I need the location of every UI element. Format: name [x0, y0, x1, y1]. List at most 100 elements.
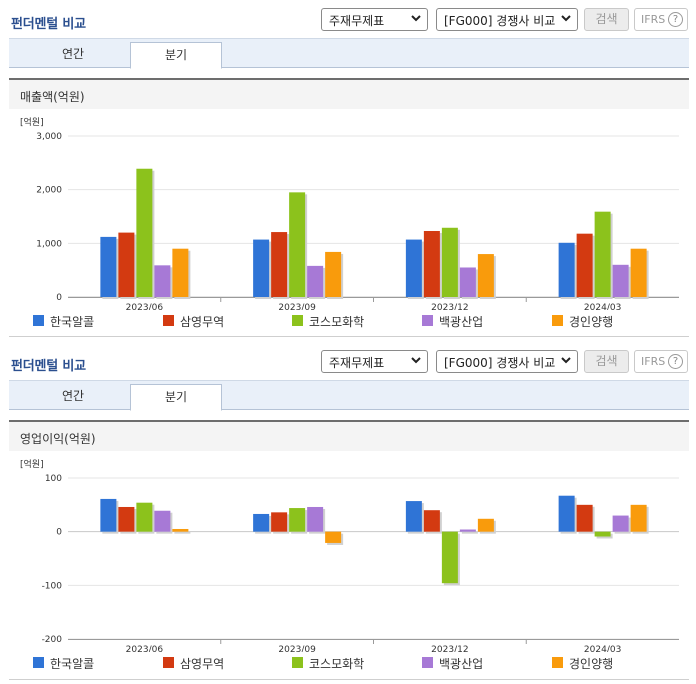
search-button[interactable]: 검색 [584, 350, 629, 373]
x-tick-label: 2023/09 [278, 303, 316, 310]
section-divider [9, 679, 689, 680]
legend-label: 백광산업 [439, 657, 484, 671]
y-tick-label: 2,000 [36, 186, 62, 196]
fundamental-compare-section-operating-profit: 펀더멘털 비교 주재무제표 [FG000] 경쟁사 비교 검색 IFRS ? 연… [0, 342, 696, 684]
bar-hanguk-alcohol-2023-09 [253, 513, 270, 532]
bar-cosmo-chem-2024-03 [594, 531, 611, 537]
legend-swatch [33, 657, 44, 668]
legend-label: 삼영무역 [180, 657, 225, 671]
y-tick-label: -100 [42, 581, 63, 591]
tab-quarterly[interactable]: 분기 [130, 384, 222, 411]
legend-label: 코스모화학 [309, 315, 365, 329]
y-tick-label: 0 [56, 293, 62, 303]
metric-header: 매출액(억원) [9, 78, 689, 109]
tab-annual[interactable]: 연간 [61, 389, 85, 403]
x-tick-label: 2023/09 [278, 645, 316, 652]
bar-samyoung-trading-2024-03 [576, 504, 593, 532]
legend-swatch [552, 657, 563, 668]
bar-kyungin-2023-12 [477, 518, 494, 532]
bar-baekkwang-2023-06 [154, 510, 171, 532]
bar-kyungin-2023-09 [325, 531, 342, 543]
section-divider [9, 336, 689, 337]
compare-group-select[interactable]: [FG000] 경쟁사 비교 [436, 8, 578, 31]
bar-kyungin-2023-06 [172, 248, 189, 297]
chart-legend: 한국알콜 삼영무역 코스모화학 백광산업 경인양행 [0, 654, 696, 672]
y-tick-label: 1,000 [36, 239, 62, 249]
bar-samyoung-trading-2023-09 [271, 512, 288, 532]
period-tabs: 연간 분기 [9, 380, 689, 411]
compare-group-select[interactable]: [FG000] 경쟁사 비교 [436, 350, 578, 373]
x-tick-label: 2024/03 [584, 645, 621, 652]
tab-annual[interactable]: 연간 [61, 47, 85, 61]
y-tick-label: 100 [45, 474, 62, 484]
bar-baekkwang-2024-03 [612, 515, 629, 532]
bar-shadow [461, 531, 478, 534]
chevron-down-icon [411, 357, 421, 364]
chart-legend: 한국알콜 삼영무역 코스모화학 백광산업 경인양행 [0, 312, 696, 330]
ifrs-label: IFRS [641, 13, 666, 26]
compare-group-value: [FG000] 경쟁사 비교 [444, 14, 556, 28]
bar-baekkwang-2023-09 [307, 506, 324, 532]
section-header: 펀더멘털 비교 주재무제표 [FG000] 경쟁사 비교 검색 IFRS ? [0, 342, 696, 380]
legend-label: 경인양행 [569, 657, 614, 671]
bar-kyungin-2023-12 [477, 254, 494, 297]
x-tick-label: 2023/06 [126, 645, 164, 652]
bar-samyoung-trading-2023-12 [423, 510, 440, 532]
legend-swatch [33, 315, 44, 326]
bar-kyungin-2024-03 [630, 248, 647, 297]
bar-baekkwang-2023-12 [459, 529, 476, 532]
legend-label: 한국알콜 [50, 657, 95, 671]
bar-hanguk-alcohol-2023-06 [100, 498, 117, 532]
bar-cosmo-chem-2023-09 [289, 508, 306, 532]
legend-swatch [552, 315, 563, 326]
bar-samyoung-trading-2023-09 [271, 232, 288, 297]
x-tick-label: 2024/03 [584, 303, 621, 310]
chevron-down-icon [561, 15, 571, 22]
search-button[interactable]: 검색 [584, 8, 629, 31]
legend-label: 백광산업 [439, 315, 484, 329]
ifrs-label: IFRS [641, 355, 666, 368]
legend-swatch [422, 657, 433, 668]
legend-label: 경인양행 [569, 315, 614, 329]
bar-kyungin-2024-03 [630, 504, 647, 532]
chevron-down-icon [411, 15, 421, 22]
bar-hanguk-alcohol-2024-03 [558, 242, 575, 297]
metric-title: 매출액(억원) [20, 90, 85, 104]
legend-label: 삼영무역 [180, 315, 225, 329]
help-icon: ? [668, 12, 683, 27]
bar-samyoung-trading-2023-06 [118, 232, 135, 297]
y-tick-label: 3,000 [36, 132, 62, 142]
section-header: 펀더멘털 비교 주재무제표 [FG000] 경쟁사 비교 검색 IFRS ? [0, 0, 696, 38]
help-icon: ? [668, 354, 683, 369]
bar-baekkwang-2023-12 [459, 267, 476, 297]
sales-bar-chart: [억원] 0 1,000 2,000 3,000 2023/06 2023/09 2023/1… [20, 116, 679, 310]
bar-kyungin-2023-06 [172, 528, 189, 532]
metric-header: 영업이익(억원) [9, 420, 689, 451]
statement-type-value: 주재무제표 [329, 14, 385, 28]
period-tabs: 연간 분기 [9, 38, 689, 69]
unit-label: [억원] [20, 116, 44, 128]
metric-title: 영업이익(억원) [20, 432, 96, 446]
y-tick-label: 0 [56, 528, 62, 538]
statement-type-select[interactable]: 주재무제표 [321, 8, 428, 31]
legend-swatch [422, 315, 433, 326]
ifrs-help-button[interactable]: IFRS ? [634, 350, 688, 373]
statement-type-value: 주재무제표 [329, 356, 385, 370]
bar-cosmo-chem-2024-03 [594, 211, 611, 297]
operating-profit-bar-chart: [억원] -200 -100 0 100 2023/06 2023/09 2023/12 202… [20, 458, 679, 652]
statement-type-select[interactable]: 주재무제표 [321, 350, 428, 373]
legend-swatch [163, 315, 174, 326]
ifrs-help-button[interactable]: IFRS ? [634, 8, 688, 31]
section-title: 펀더멘털 비교 [11, 359, 86, 374]
legend-swatch [292, 315, 303, 326]
bar-hanguk-alcohol-2023-06 [100, 236, 117, 297]
bar-cosmo-chem-2023-09 [289, 192, 306, 297]
section-title: 펀더멘털 비교 [11, 17, 86, 32]
bar-hanguk-alcohol-2023-12 [405, 239, 422, 297]
legend-swatch [163, 657, 174, 668]
tab-quarterly[interactable]: 분기 [130, 42, 222, 69]
bar-hanguk-alcohol-2023-12 [405, 501, 422, 532]
chevron-down-icon [561, 357, 571, 364]
bar-samyoung-trading-2023-06 [118, 506, 135, 532]
unit-label: [억원] [20, 458, 44, 470]
